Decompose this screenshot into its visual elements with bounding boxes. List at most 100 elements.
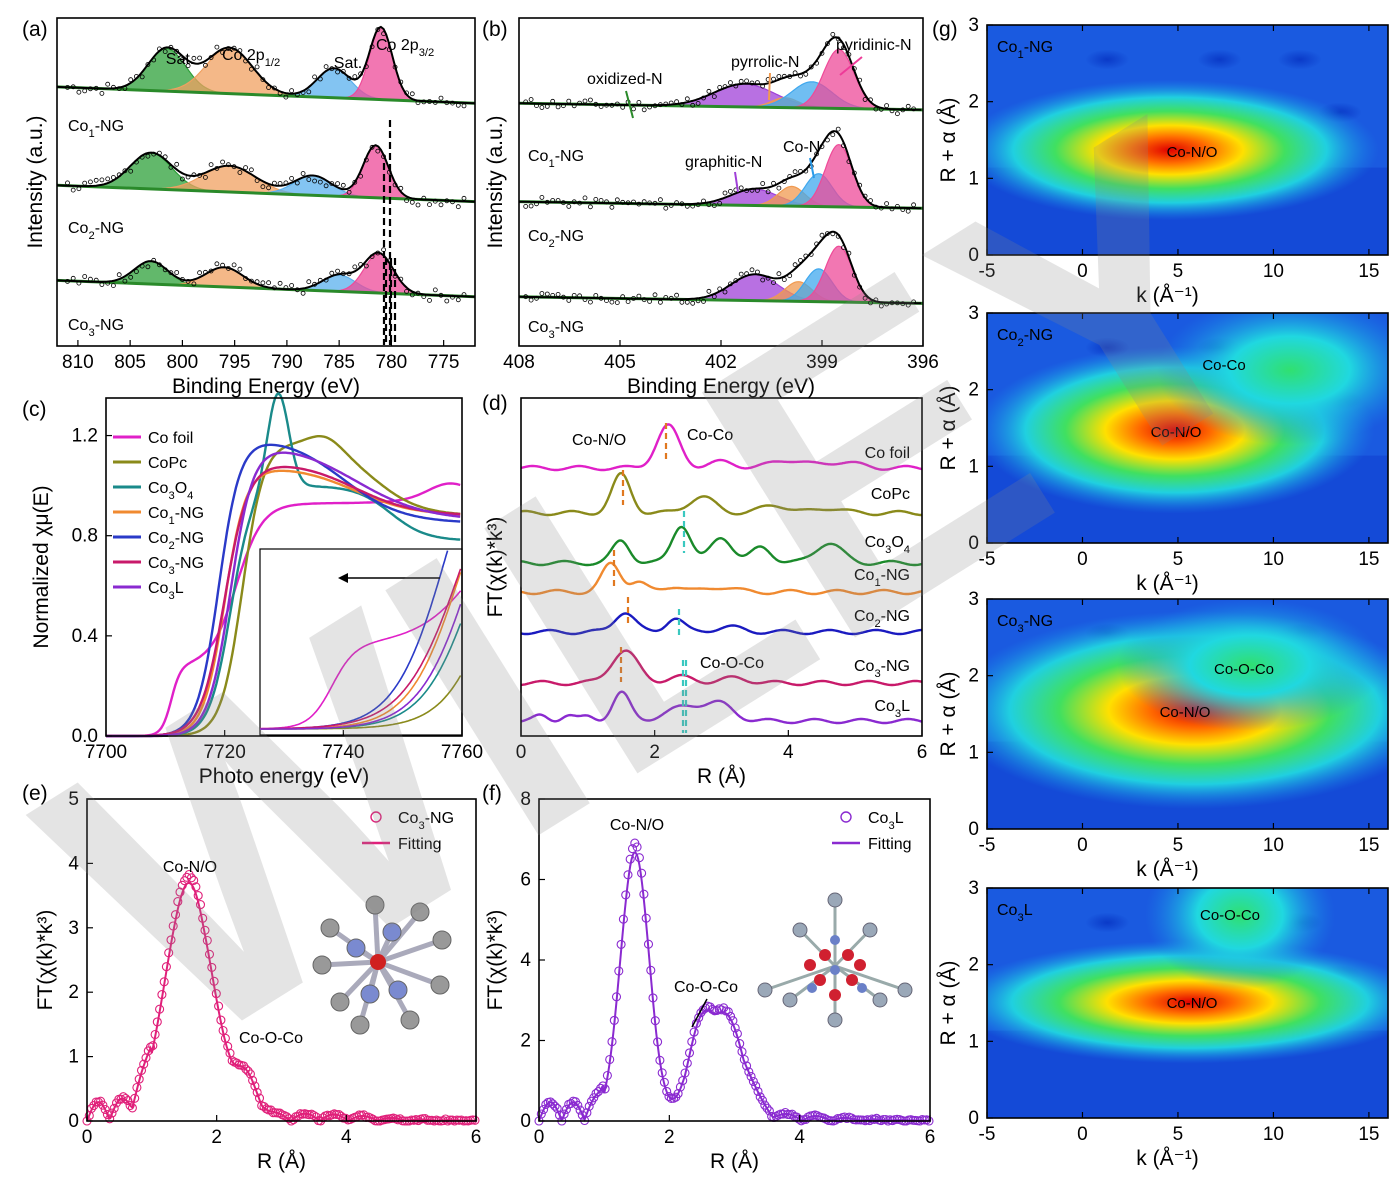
data-point <box>755 80 760 85</box>
data-point <box>271 85 277 91</box>
data-point <box>329 270 335 276</box>
data-point <box>284 1114 294 1124</box>
data-point <box>905 208 911 214</box>
data-point <box>455 297 461 303</box>
atom-cobalt <box>830 965 840 975</box>
annotation-arrow <box>809 157 815 179</box>
data-point <box>70 84 76 90</box>
data-point <box>248 167 254 173</box>
data-point <box>621 890 631 900</box>
data-point <box>352 264 358 270</box>
data-point <box>300 290 306 296</box>
series-label: Co2-NG <box>854 608 910 630</box>
data-point <box>534 295 539 301</box>
y-tick-label: 0 <box>68 1111 79 1132</box>
y-tick-label: 1 <box>68 1047 79 1068</box>
data-point <box>208 55 214 60</box>
data-point <box>271 285 277 291</box>
data-point <box>404 288 410 294</box>
data-point <box>214 1001 224 1011</box>
data-point <box>765 189 771 195</box>
data-point <box>544 199 550 205</box>
data-point <box>738 271 744 277</box>
annotation-co-o-co: Co-O-Co <box>674 979 738 996</box>
plot-frame <box>986 598 1389 830</box>
data-point <box>369 44 375 50</box>
ft-curve <box>520 649 923 687</box>
data-point <box>427 202 432 208</box>
data-point <box>307 1109 317 1119</box>
data-point <box>202 62 208 68</box>
data-point <box>93 277 99 283</box>
data-point <box>835 36 841 42</box>
data-point <box>340 271 346 277</box>
data-point <box>620 199 626 205</box>
data-point <box>145 62 151 67</box>
data-point <box>636 201 642 207</box>
data-point <box>787 74 793 79</box>
x-tick-label: 785 <box>323 352 355 373</box>
data-point <box>846 159 852 165</box>
inset-curve <box>260 603 462 730</box>
data-point <box>814 241 819 247</box>
data-point <box>528 297 534 303</box>
data-point <box>386 47 392 52</box>
data-point <box>444 198 450 204</box>
data-point <box>139 1059 149 1069</box>
data-point <box>534 201 539 207</box>
data-point <box>735 1039 745 1049</box>
data-point <box>381 154 387 160</box>
map-dark-spot <box>1085 49 1130 70</box>
data-point <box>690 300 696 306</box>
atom <box>312 955 332 975</box>
data-point <box>749 80 755 86</box>
data-point <box>438 95 444 101</box>
data-point <box>868 97 873 103</box>
map-dark-spot <box>1277 49 1322 70</box>
x-tick-label: 10 <box>1263 549 1284 570</box>
data-point <box>659 1077 669 1087</box>
data-point <box>846 1113 857 1123</box>
data-point <box>200 925 210 935</box>
data-point <box>787 174 793 179</box>
data-point <box>398 79 404 85</box>
feature-label: Co-N/O <box>1160 704 1211 721</box>
data-point <box>614 300 620 306</box>
legend-label: Fitting <box>398 836 442 853</box>
data-point <box>340 182 346 188</box>
series-label: Co1-NG <box>854 567 910 589</box>
data-point <box>82 180 88 186</box>
x-tick-label: 0 <box>1077 549 1088 570</box>
data-point <box>857 284 863 290</box>
data-point <box>317 179 323 185</box>
data-point <box>523 203 529 209</box>
data-point <box>862 295 868 301</box>
y-tick-label: 1.2 <box>72 426 98 447</box>
data-point <box>157 990 167 1000</box>
atom-oxygen <box>819 949 831 961</box>
data-point <box>455 204 461 210</box>
legend-label: Co3-NG <box>398 810 454 832</box>
panel-label-c: (c) <box>22 398 47 421</box>
data-point <box>105 1114 115 1124</box>
data-point <box>375 148 381 154</box>
data-point <box>881 1114 891 1125</box>
data-point <box>220 1033 230 1043</box>
legend-label: Co3L <box>148 580 184 602</box>
fit-envelope <box>519 130 922 210</box>
panel-label-g: (g) <box>932 18 958 41</box>
data-point <box>294 287 300 293</box>
data-point <box>652 200 658 206</box>
data-point <box>420 1114 430 1124</box>
data-point <box>744 188 749 194</box>
data-point <box>306 89 312 95</box>
panel-label-b: (b) <box>482 18 508 41</box>
data-point <box>835 126 841 132</box>
data-point <box>751 1081 761 1091</box>
data-point <box>819 50 825 56</box>
y-axis-label: Normalized χμ(E) <box>30 485 53 648</box>
data-point <box>225 162 231 168</box>
map-feature <box>1117 599 1383 731</box>
data-point <box>669 1093 679 1103</box>
